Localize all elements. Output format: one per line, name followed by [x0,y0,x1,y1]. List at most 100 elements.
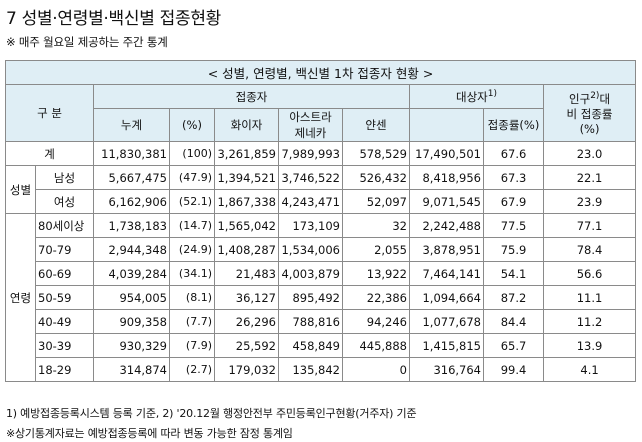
cell-pfizer: 36,127 [214,285,279,310]
row-label: 60-69 [35,261,94,286]
header-category: 구 분 [5,84,94,142]
cell-pct: (47.9) [169,165,215,190]
cell-target: 2,242,488 [409,213,484,238]
header-pct: (%) [169,108,215,142]
row-label: 여성 [35,189,94,214]
cell-rate: 84.4 [483,309,544,334]
cell-rate: 65.7 [483,333,544,358]
cell-rate: 87.2 [483,285,544,310]
table-row: 성별 남성 5,667,475 (47.9) 1,394,521 3,746,522 526… [5,165,637,214]
cell-pct: (34.1) [169,261,215,286]
table-row: 60-69 4,039,284 (34.1) 21,483 4,003,879 13,92… [6,261,637,286]
cell-pct: (7.9) [169,333,215,358]
header-janssen: 얀센 [342,108,410,142]
header-astrazeneca: 아스트라 제네카 [278,108,343,142]
page-subtitle: ※ 매주 월요일 제공하는 주간 통계 [6,35,168,49]
row-label: 70-79 [35,237,94,262]
cell-pop-rate: 13.9 [542,333,637,358]
cell-pop-rate: 11.1 [542,285,637,310]
cell-janssen: 526,432 [342,165,410,190]
table-row: 여성 6,162,906 (52.1) 1,867,338 4,243,471 52,09… [6,189,637,214]
cell-total: 954,005 [93,285,170,310]
cell-pop-rate: 23.0 [542,141,637,166]
cell-pct: (7.7) [169,309,215,334]
cell-target: 7,464,141 [409,261,484,286]
header-pop-ratio-line3: (%) [579,121,600,136]
cell-pct: (2.7) [169,357,215,382]
cell-target: 1,415,815 [409,333,484,358]
cell-pfizer: 26,296 [214,309,279,334]
row-label: 50-59 [35,285,94,310]
cell-rate: 67.9 [483,189,544,214]
cell-rate: 67.3 [483,165,544,190]
table-banner-row: < 성별, 연령별, 백신별 1차 접종자 현황 > [4,60,637,85]
cell-rate: 67.6 [483,141,544,166]
cell-total: 909,358 [93,309,170,334]
row-label: 남성 [35,165,94,190]
footnote-1: 1) 예방접종등록시스템 등록 기준, 2) '20.12월 행정안전부 주민등… [6,407,417,420]
cell-pop-rate: 11.2 [542,309,637,334]
cell-pct: (52.1) [169,189,215,214]
cell-pfizer: 3,261,859 [214,141,279,166]
cell-total: 11,830,381 [93,141,170,166]
cell-pfizer: 21,483 [214,261,279,286]
footnote-2: ※상기통계자료는 예방접종등록에 따라 변동 가능한 잠정 통계임 [6,427,293,440]
cell-janssen: 52,097 [342,189,410,214]
cell-pop-rate: 4.1 [542,357,637,382]
cell-astrazeneca: 7,989,993 [278,141,343,166]
header-pop-ratio-line2: 비 접종률 [566,106,613,121]
cell-pct: (14.7) [169,213,215,238]
cell-total: 2,944,348 [93,237,170,262]
header-target-label: 대상자 [456,89,488,104]
cell-astrazeneca: 173,109 [278,213,343,238]
cell-target: 3,878,951 [409,237,484,262]
row-label: 18-29 [35,357,94,382]
cell-pop-rate: 56.6 [542,261,637,286]
cell-total: 314,874 [93,357,170,382]
header-rate: 접종률(%) [483,108,544,142]
cell-janssen: 2,055 [342,237,410,262]
cell-total: 930,329 [93,333,170,358]
header-vaccinated: 접종자 [93,84,410,109]
header-target: 대상자1) [409,84,544,109]
cell-janssen: 94,246 [342,309,410,334]
cell-total: 5,667,475 [93,165,170,190]
group-label-sex: 성별 [5,165,36,214]
cell-pct: (100) [169,141,215,166]
header-pop-ratio-footnote: 2) [590,91,600,102]
header-pop-ratio: 인구2)대 비 접종률 (%) [542,84,637,142]
cell-rate: 54.1 [483,261,544,286]
cell-rate: 75.9 [483,237,544,262]
row-label: 40-49 [35,309,94,334]
header-target-footnote: 1) [487,88,497,99]
header-row-bottom: 누계 (%) 화이자 아스트라 제네카 얀센 접종률(%) [6,108,636,142]
row-label: 계 [5,141,94,166]
table-row: 70-79 2,944,348 (24.9) 1,408,287 1,534,006 2,… [6,237,637,262]
cell-astrazeneca: 135,842 [278,357,343,382]
cell-janssen: 578,529 [342,141,410,166]
group-label-age: 연령 [5,213,36,382]
cell-pct: (8.1) [169,285,215,310]
row-label: 80세이상 [35,213,94,238]
cell-pfizer: 1,867,338 [214,189,279,214]
table-banner: < 성별, 연령별, 백신별 1차 접종자 현황 > [4,60,637,85]
row-label: 30-39 [35,333,94,358]
cell-janssen: 0 [342,357,410,382]
cell-target: 1,094,664 [409,285,484,310]
cell-janssen: 32 [342,213,410,238]
cell-pfizer: 1,565,042 [214,213,279,238]
cell-target: 1,077,678 [409,309,484,334]
header-pop-ratio-line1b: 대 [599,91,611,106]
cell-janssen: 445,888 [342,333,410,358]
header-pfizer: 화이자 [214,108,279,142]
cell-astrazeneca: 895,492 [278,285,343,310]
cell-pop-rate: 22.1 [542,165,637,190]
cell-rate: 99.4 [483,357,544,382]
header-target-blank [409,108,484,142]
table-row: 연령 80세이상 1,738,183 (14.7) 1,565,042 173,109 32… [5,213,637,382]
cell-pop-rate: 78.4 [542,237,637,262]
cell-target: 316,764 [409,357,484,382]
cell-pop-rate: 23.9 [542,189,637,214]
header-row-top: 구 분 접종자 대상자1) 인구2)대 비 접종률 (%) [5,84,637,142]
cell-rate: 77.5 [483,213,544,238]
